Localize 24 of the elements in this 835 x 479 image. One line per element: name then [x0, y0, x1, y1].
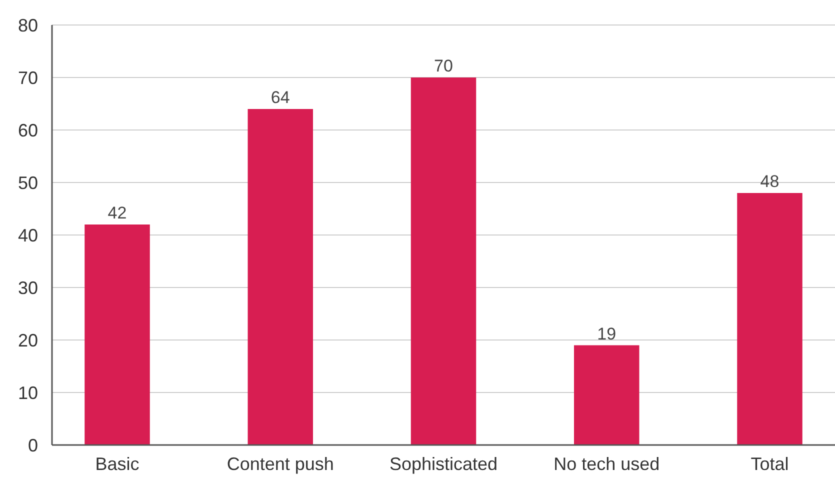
bar — [84, 224, 150, 445]
y-tick-label: 70 — [18, 68, 38, 88]
bar — [248, 109, 313, 445]
x-tick-label: Content push — [226, 454, 334, 474]
y-tick-label: 80 — [18, 15, 38, 36]
y-tick-label: 20 — [18, 330, 38, 350]
data-label: 19 — [597, 324, 616, 344]
x-tick-label: Total — [750, 454, 789, 474]
bar — [574, 345, 640, 445]
data-label: 70 — [434, 56, 453, 76]
x-tick-label: Basic — [95, 454, 140, 474]
x-tick-label: No tech used — [554, 454, 660, 474]
y-tick-label: 30 — [18, 278, 38, 298]
y-tick-label: 10 — [18, 382, 38, 403]
y-tick-label: 0 — [28, 435, 38, 456]
x-tick-label: Sophisticated — [389, 454, 498, 474]
y-tick-label: 60 — [18, 120, 38, 140]
y-tick-label: 40 — [18, 225, 38, 246]
y-tick-label: 50 — [18, 172, 38, 193]
bar — [410, 78, 476, 445]
data-label: 48 — [760, 172, 780, 191]
data-label: 42 — [108, 204, 127, 222]
data-label: 64 — [270, 88, 290, 107]
bar — [737, 193, 802, 445]
